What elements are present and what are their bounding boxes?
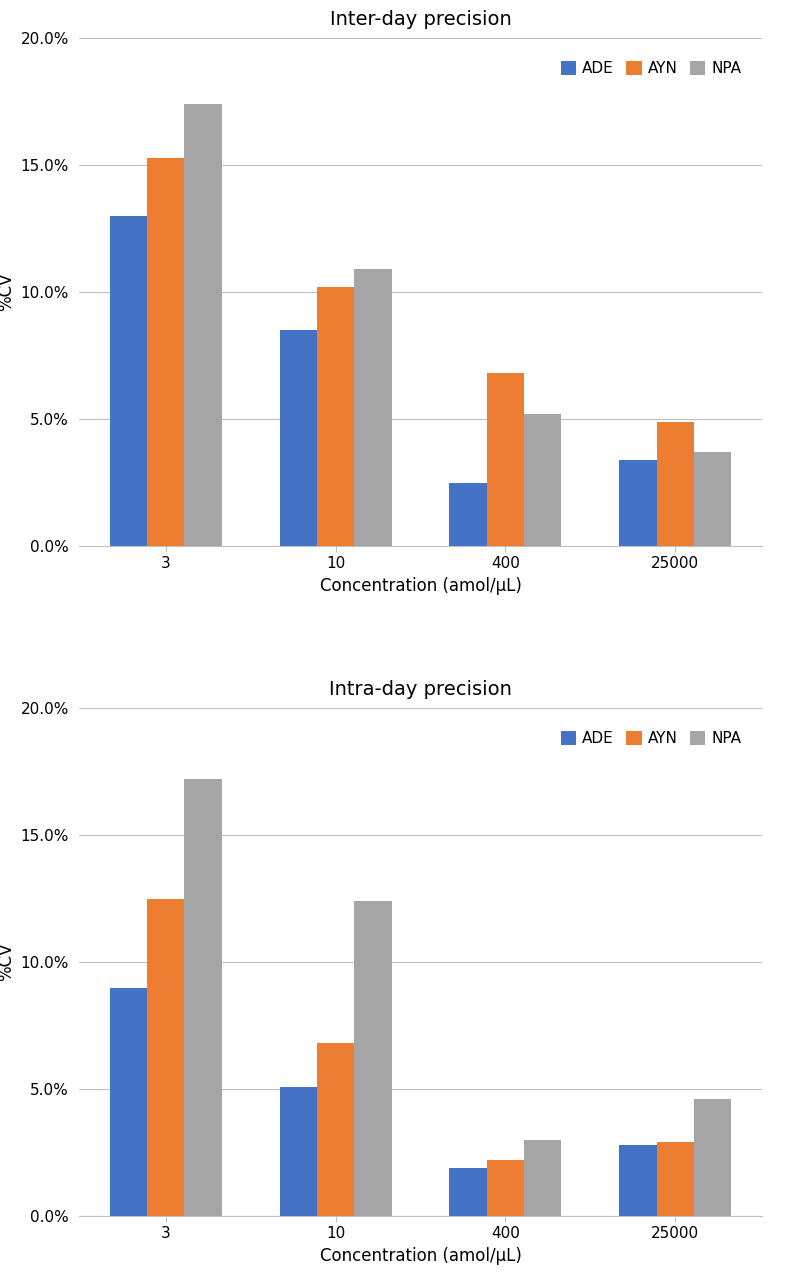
Bar bbox=[619, 1144, 656, 1216]
Bar bbox=[524, 413, 561, 547]
Bar bbox=[656, 1143, 694, 1216]
Bar bbox=[619, 460, 656, 547]
X-axis label: Concentration (amol/μL): Concentration (amol/μL) bbox=[320, 577, 521, 595]
Bar bbox=[524, 1140, 561, 1216]
Bar bbox=[185, 105, 222, 547]
Bar bbox=[317, 1043, 354, 1216]
Title: Inter-day precision: Inter-day precision bbox=[329, 9, 512, 28]
Bar bbox=[450, 1167, 487, 1216]
Y-axis label: %CV: %CV bbox=[0, 273, 15, 311]
Bar bbox=[487, 1160, 524, 1216]
Bar bbox=[110, 216, 147, 547]
Y-axis label: %CV: %CV bbox=[0, 943, 15, 982]
Bar bbox=[656, 421, 694, 547]
Bar bbox=[185, 780, 222, 1216]
Bar bbox=[110, 988, 147, 1216]
Bar bbox=[317, 287, 354, 547]
Bar bbox=[354, 269, 391, 547]
X-axis label: Concentration (amol/μL): Concentration (amol/μL) bbox=[320, 1247, 521, 1265]
Bar bbox=[694, 1100, 731, 1216]
Bar bbox=[280, 330, 317, 547]
Bar bbox=[147, 899, 185, 1216]
Bar bbox=[354, 901, 391, 1216]
Bar bbox=[694, 452, 731, 547]
Bar bbox=[450, 483, 487, 547]
Bar bbox=[280, 1087, 317, 1216]
Legend: ADE, AYN, NPA: ADE, AYN, NPA bbox=[561, 61, 741, 77]
Legend: ADE, AYN, NPA: ADE, AYN, NPA bbox=[561, 731, 741, 746]
Bar bbox=[487, 374, 524, 547]
Bar bbox=[147, 157, 185, 547]
Title: Intra-day precision: Intra-day precision bbox=[329, 680, 512, 699]
